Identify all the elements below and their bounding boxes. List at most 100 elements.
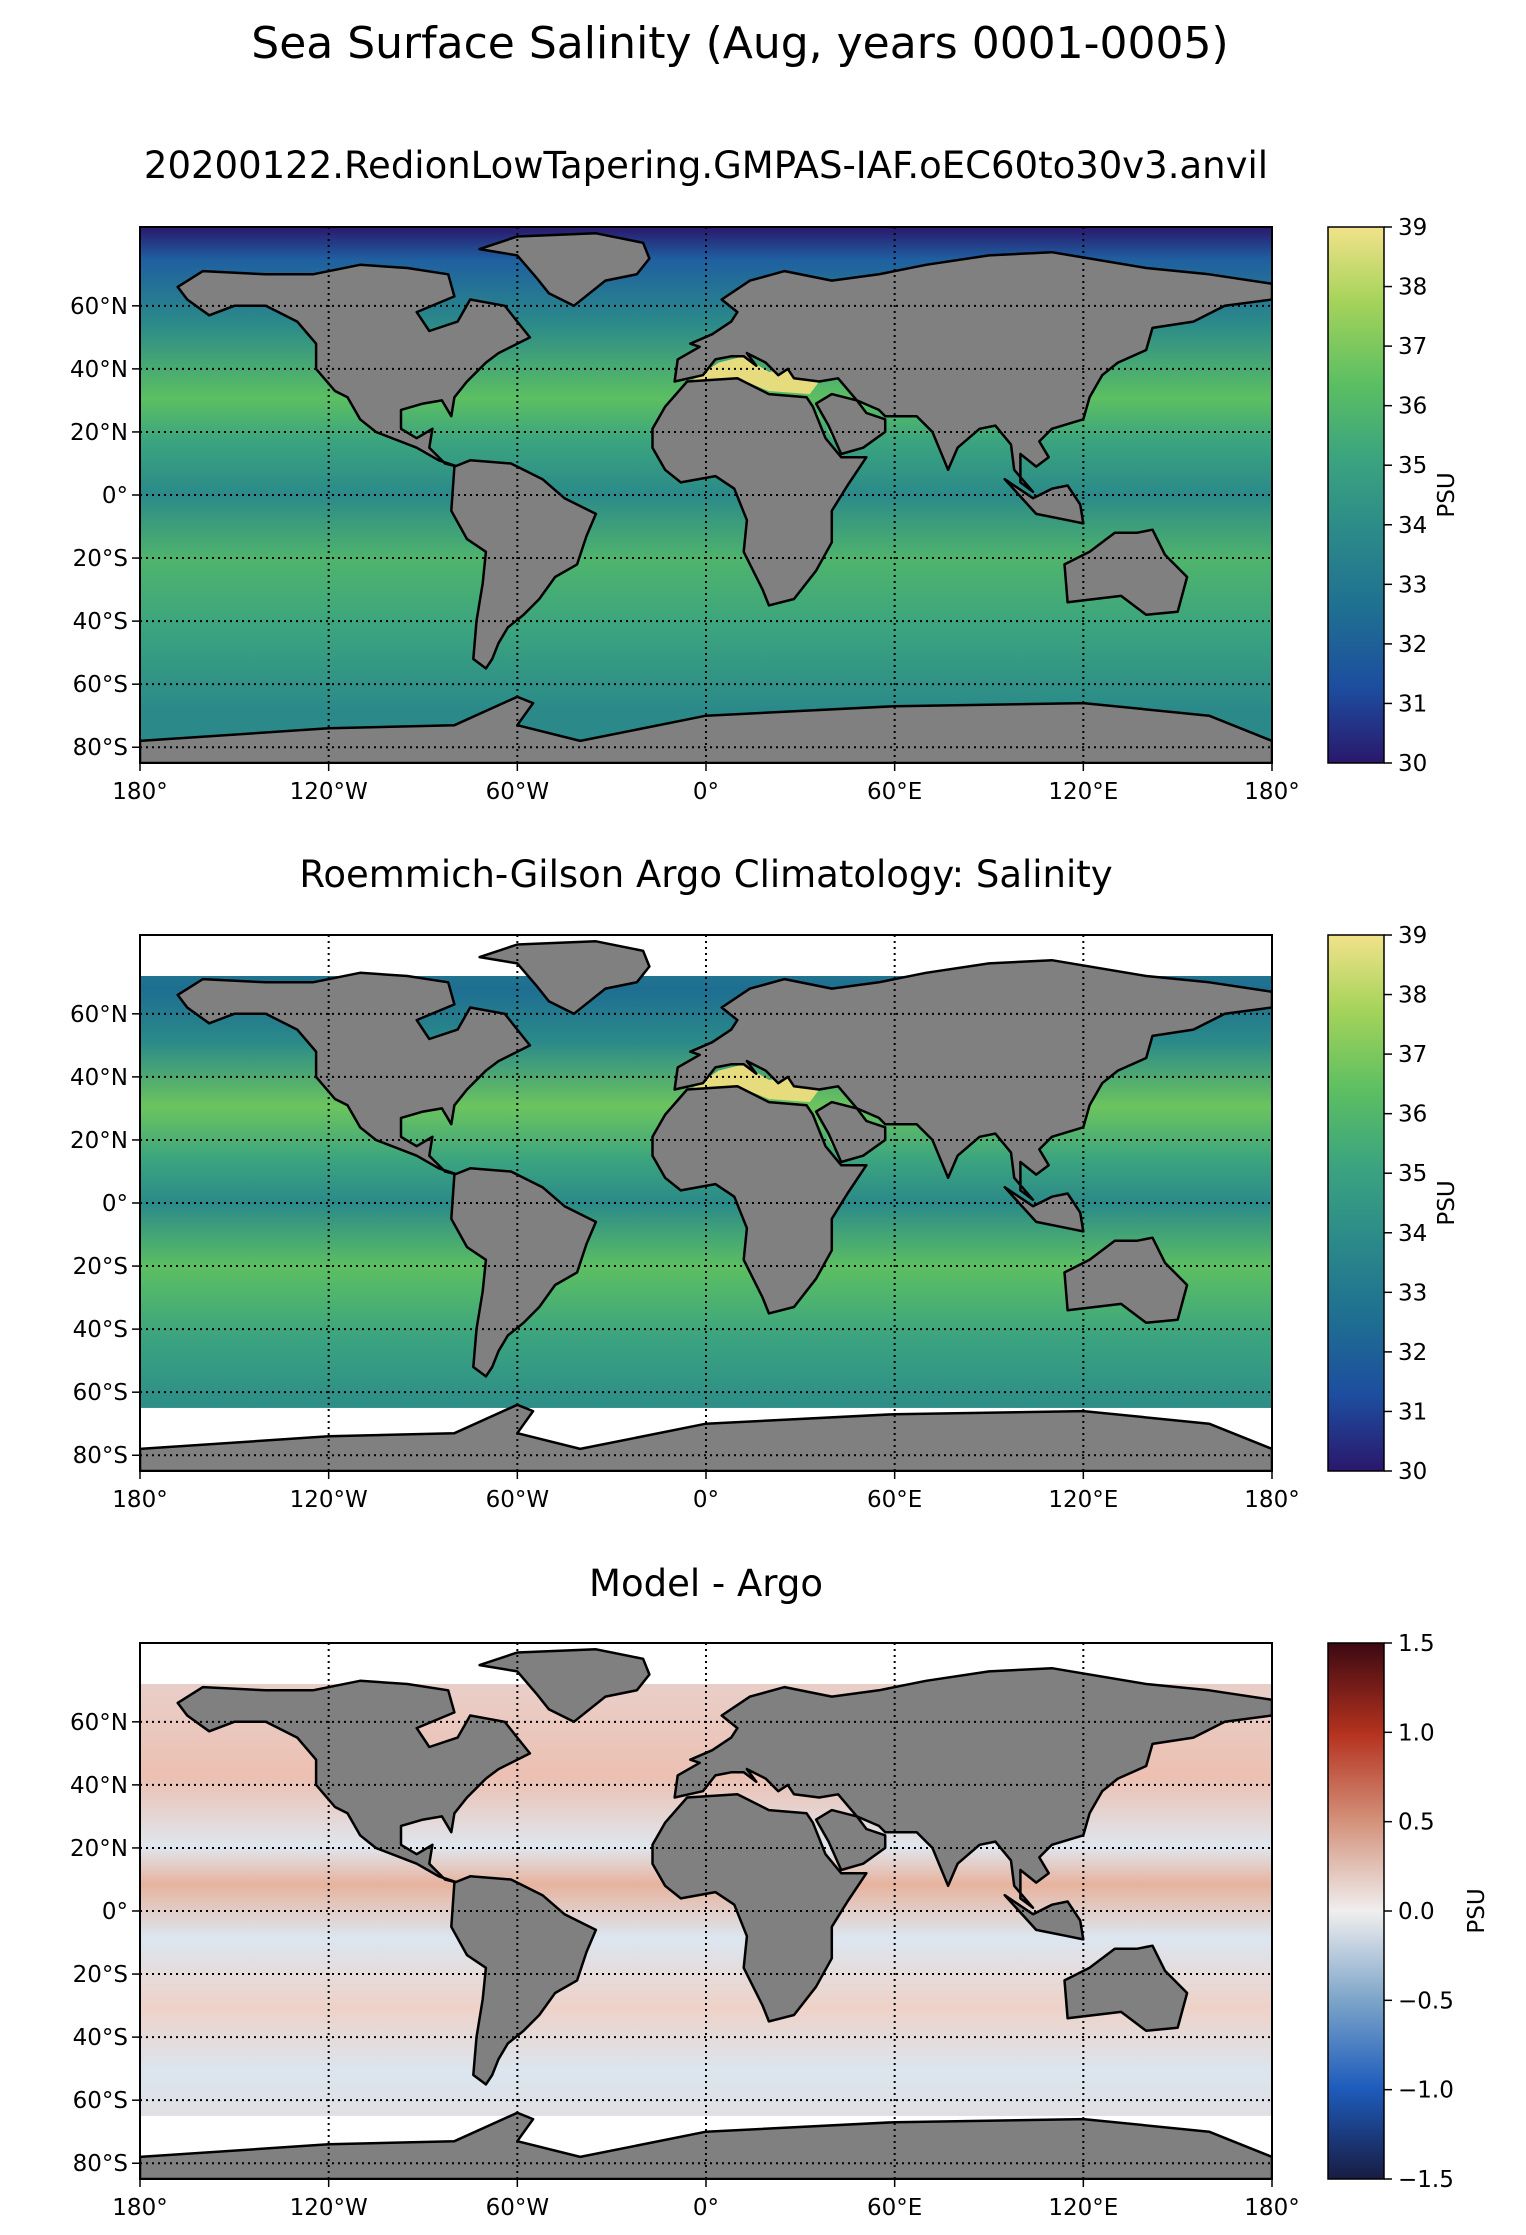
land-asia-islands xyxy=(1003,1893,1085,1941)
land-greenland xyxy=(478,232,651,308)
suptitle: Sea Surface Salinity (Aug, years 0001-00… xyxy=(251,18,1228,69)
colorbar-tick-label: 1.5 xyxy=(1398,1631,1435,1657)
land-south-america xyxy=(450,1167,598,1378)
colorbar-tick-label: −1.5 xyxy=(1398,2167,1454,2193)
x-tick-label: 120°E xyxy=(1048,2195,1118,2221)
y-tick-label: 80°S xyxy=(73,735,128,761)
land-greenland xyxy=(478,940,651,1016)
y-tick-label: 40°S xyxy=(73,609,128,635)
x-tick-label: 60°W xyxy=(486,1487,550,1513)
colorbar-gradient xyxy=(1327,226,1385,764)
colorbar-tick-label: 37 xyxy=(1398,334,1427,360)
x-tick-label: 0° xyxy=(693,1487,719,1513)
land-south-america xyxy=(450,1875,598,2086)
colorbar-tick-label: 39 xyxy=(1398,923,1427,949)
colorbar-tick-label: 34 xyxy=(1398,513,1427,539)
colorbar-label: PSU xyxy=(1434,472,1460,517)
colorbar-tick-label: 0.0 xyxy=(1398,1899,1435,1925)
colorbar-tick-label: 35 xyxy=(1398,453,1427,479)
y-tick-label: 20°S xyxy=(73,1962,128,1988)
land-north-america xyxy=(176,971,532,1176)
land-australia xyxy=(1063,528,1189,617)
y-tick-label: 0° xyxy=(102,1191,128,1217)
y-tick-label: 20°S xyxy=(73,1254,128,1280)
y-tick-label: 60°S xyxy=(73,672,128,698)
y-tick-label: 80°S xyxy=(73,2151,128,2177)
colorbar-tick-label: 31 xyxy=(1398,1399,1427,1425)
x-tick-label: 120°E xyxy=(1048,779,1118,805)
x-tick-label: 60°E xyxy=(867,779,922,805)
colorbar-tick-label: 32 xyxy=(1398,632,1427,658)
x-tick-label: 120°W xyxy=(290,2195,368,2221)
mediterranean-sea xyxy=(690,356,820,395)
y-tick-label: 40°N xyxy=(70,1773,128,1799)
land-arabia xyxy=(814,392,887,456)
y-tick-label: 0° xyxy=(102,483,128,509)
land-africa xyxy=(651,1085,868,1315)
land-australia xyxy=(1063,1944,1189,2033)
x-tick-label: 60°E xyxy=(867,2195,922,2221)
colorbar: −1.5 −1.0 −0.5 0.0 0.5 1.0 1.5 PSU xyxy=(1327,1631,1490,2193)
colorbar-tick-label: 34 xyxy=(1398,1221,1427,1247)
colorbar-tick-label: 38 xyxy=(1398,275,1427,301)
y-tick-label: 40°S xyxy=(73,1317,128,1343)
y-tick-label: 40°S xyxy=(73,2025,128,2051)
colorbar-tick-label: 38 xyxy=(1398,983,1427,1009)
y-tick-label: 0° xyxy=(102,1899,128,1925)
colorbar-tick-label: 35 xyxy=(1398,1161,1427,1187)
y-tick-label: 60°S xyxy=(73,1380,128,1406)
x-tick-label: 60°W xyxy=(486,779,550,805)
colorbar-tick-label: 30 xyxy=(1398,751,1427,777)
panel-1: 20200122.RedionLowTapering.GMPAS-IAF.oEC… xyxy=(70,144,1460,805)
land-north-america xyxy=(176,263,532,468)
colorbar-tick-label: −1.0 xyxy=(1398,2078,1454,2104)
x-tick-label: 180° xyxy=(112,1487,167,1513)
colorbar-tick-label: 33 xyxy=(1398,1280,1427,1306)
land-greenland xyxy=(478,1648,651,1724)
land-eurasia xyxy=(673,958,1272,1202)
colorbar-tick-label: 32 xyxy=(1398,1340,1427,1366)
y-tick-label: 60°N xyxy=(70,1710,128,1736)
colorbar-gradient xyxy=(1327,1642,1385,2180)
land-australia xyxy=(1063,1236,1189,1325)
colorbar-tick-label: 0.5 xyxy=(1398,1810,1435,1836)
x-tick-label: 60°E xyxy=(867,1487,922,1513)
y-tick-label: 40°N xyxy=(70,357,128,383)
x-tick-label: 120°E xyxy=(1048,1487,1118,1513)
colorbar-tick-label: 36 xyxy=(1398,394,1427,420)
land-arabia xyxy=(814,1100,887,1164)
panel-3: Model - Argo 180° 120°W 60°W 0° 60°E 120°E 180°… xyxy=(70,1562,1490,2221)
map-area xyxy=(140,227,1272,763)
x-tick-label: 180° xyxy=(112,779,167,805)
colorbar-gradient xyxy=(1327,934,1385,1472)
x-tick-label: 180° xyxy=(1244,779,1299,805)
land-eurasia xyxy=(673,250,1272,494)
y-tick-label: 40°N xyxy=(70,1065,128,1091)
colorbar: 30 31 32 33 34 35 36 37 38 39 PSU xyxy=(1327,215,1460,777)
colorbar: 30 31 32 33 34 35 36 37 38 39 PSU xyxy=(1327,923,1460,1485)
colorbar-tick-label: −0.5 xyxy=(1398,1988,1454,2014)
y-tick-label: 60°N xyxy=(70,294,128,320)
y-tick-label: 20°N xyxy=(70,1836,128,1862)
colorbar-label: PSU xyxy=(1464,1888,1490,1933)
land-africa xyxy=(651,377,868,607)
x-tick-label: 180° xyxy=(1244,1487,1299,1513)
x-tick-label: 180° xyxy=(1244,2195,1299,2221)
panel-title: Model - Argo xyxy=(589,1562,823,1605)
land-south-america xyxy=(450,459,598,670)
mediterranean-sea xyxy=(690,1064,820,1103)
x-tick-label: 120°W xyxy=(290,1487,368,1513)
land-asia-islands xyxy=(1003,477,1085,525)
colorbar-tick-label: 37 xyxy=(1398,1042,1427,1068)
land-africa xyxy=(651,1793,868,2023)
colorbar-tick-label: 1.0 xyxy=(1398,1720,1435,1746)
colorbar-tick-label: 36 xyxy=(1398,1102,1427,1128)
y-tick-label: 20°S xyxy=(73,546,128,572)
x-tick-label: 0° xyxy=(693,779,719,805)
y-tick-label: 60°S xyxy=(73,2088,128,2114)
y-tick-label: 20°N xyxy=(70,420,128,446)
y-tick-label: 20°N xyxy=(70,1128,128,1154)
y-tick-label: 60°N xyxy=(70,1002,128,1028)
colorbar-tick-label: 33 xyxy=(1398,572,1427,598)
